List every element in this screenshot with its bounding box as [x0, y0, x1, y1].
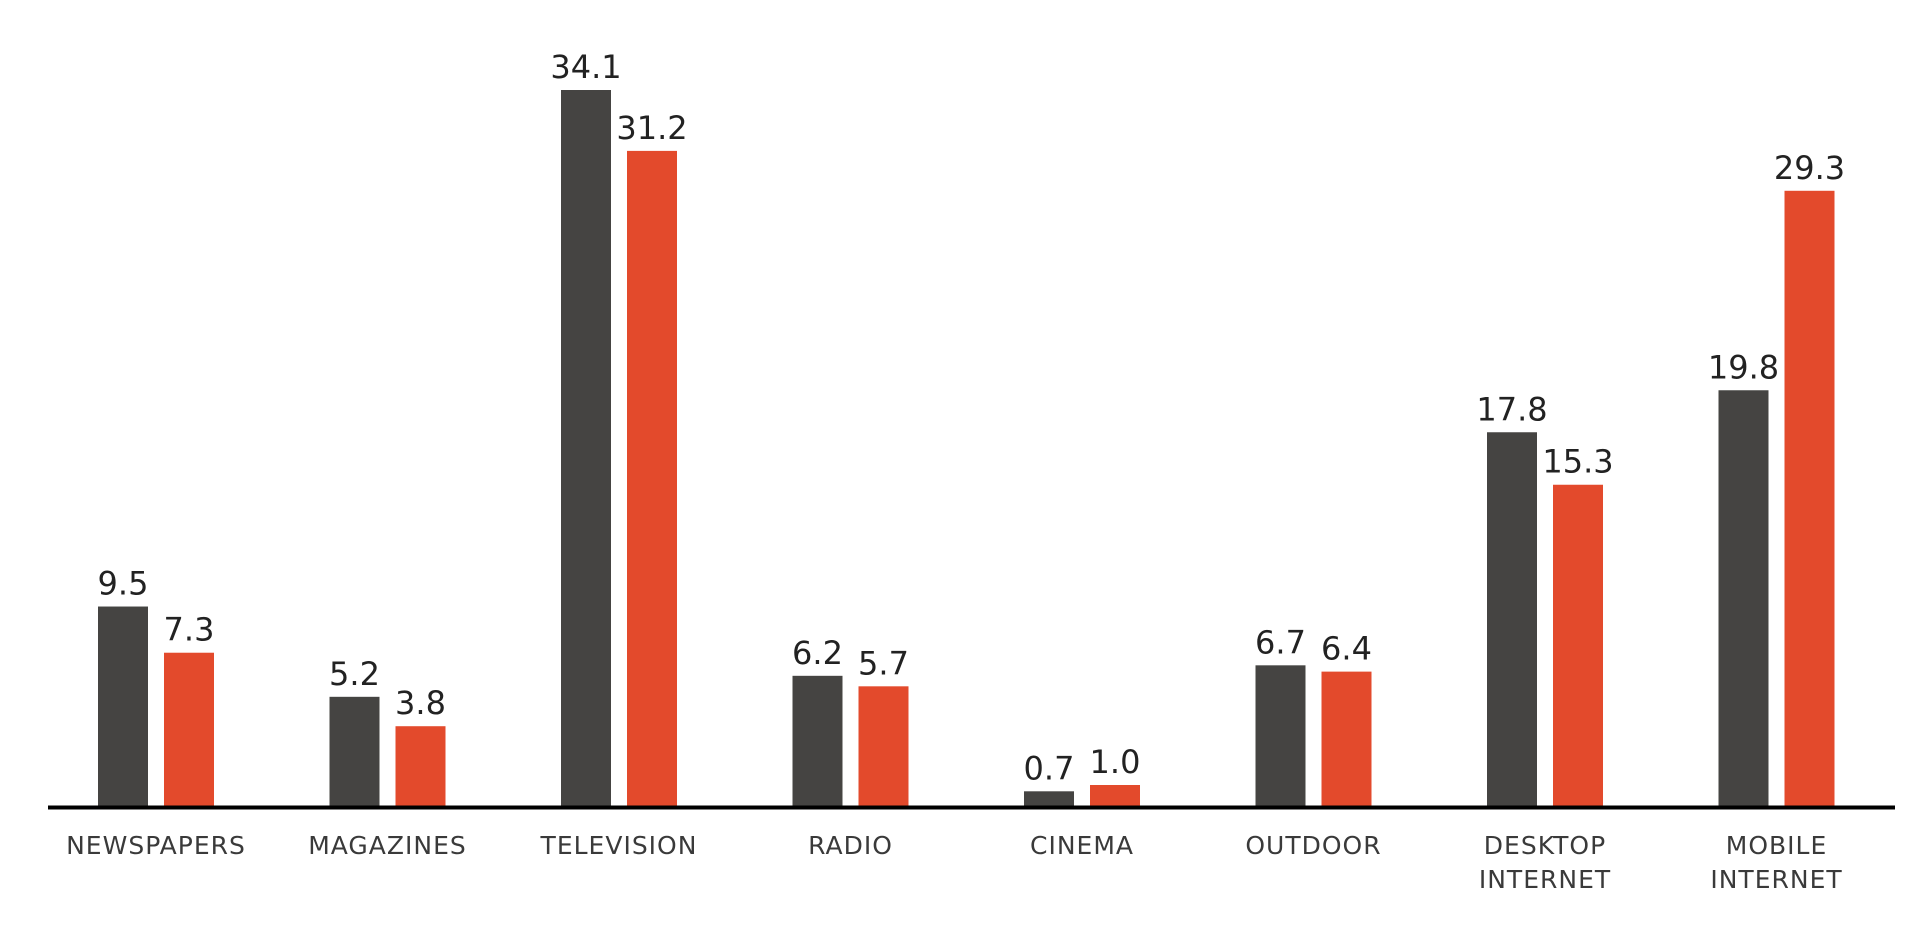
value-label-1-series-0: 5.2 [329, 655, 380, 693]
value-label-4-series-1: 1.0 [1090, 743, 1141, 781]
bar-4-series-0 [1024, 791, 1074, 806]
value-label-0-series-0: 9.5 [98, 565, 149, 603]
value-label-5-series-1: 6.4 [1321, 630, 1372, 668]
category-label-7-line-1: INTERNET [1710, 865, 1842, 894]
bar-0-series-0 [98, 606, 148, 806]
bar-5-series-0 [1255, 665, 1306, 806]
bar-4-series-1 [1090, 785, 1140, 806]
category-label-6-line-0: DESKTOP [1484, 831, 1606, 860]
value-label-7-series-1: 29.3 [1774, 149, 1845, 187]
category-label-4-line-0: CINEMA [1030, 831, 1134, 860]
bar-2-series-1 [627, 150, 677, 807]
bar-1-series-1 [395, 726, 446, 806]
category-label-1-line-0: MAGAZINES [308, 831, 467, 860]
value-label-6-series-0: 17.8 [1476, 390, 1547, 428]
category-labels-group: NEWSPAPERS MAGAZINES TELEVISION RADIO CINEMA… [66, 831, 1842, 894]
category-label-2-line-0: TELEVISION [540, 831, 698, 860]
value-label-7-series-0: 19.8 [1708, 348, 1779, 386]
value-label-6-series-1: 15.3 [1542, 443, 1613, 481]
value-labels-group: 9.5 7.3 5.2 3.8 34.1 31.2 6.2 5.7 0.7 1.0 6.7 6.4 17… [98, 48, 1846, 787]
bar-3-series-0 [792, 675, 843, 806]
value-label-3-series-1: 5.7 [858, 644, 909, 682]
category-label-7-line-0: MOBILE [1726, 831, 1828, 860]
bar-3-series-1 [858, 686, 909, 806]
bar-6-series-0 [1487, 432, 1537, 806]
category-label-3-line-0: RADIO [808, 831, 893, 860]
value-label-3-series-0: 6.2 [792, 634, 843, 672]
bar-6-series-1 [1553, 484, 1603, 806]
bar-7-series-1 [1784, 190, 1835, 807]
bar-0-series-1 [164, 652, 214, 806]
bar-2-series-0 [561, 90, 611, 806]
category-label-5-line-0: OUTDOOR [1245, 831, 1381, 860]
category-label-0-line-0: NEWSPAPERS [66, 831, 246, 860]
bars-group [98, 90, 1835, 807]
value-label-0-series-1: 7.3 [164, 611, 215, 649]
value-label-5-series-0: 6.7 [1255, 623, 1306, 661]
bar-5-series-1 [1321, 671, 1372, 806]
value-label-2-series-0: 34.1 [550, 48, 621, 86]
value-label-4-series-0: 0.7 [1024, 749, 1075, 787]
value-label-2-series-1: 31.2 [616, 109, 687, 147]
category-label-6-line-1: INTERNET [1479, 865, 1611, 894]
bar-1-series-0 [329, 696, 380, 806]
value-label-1-series-1: 3.8 [395, 684, 446, 722]
bar-7-series-0 [1718, 390, 1769, 806]
